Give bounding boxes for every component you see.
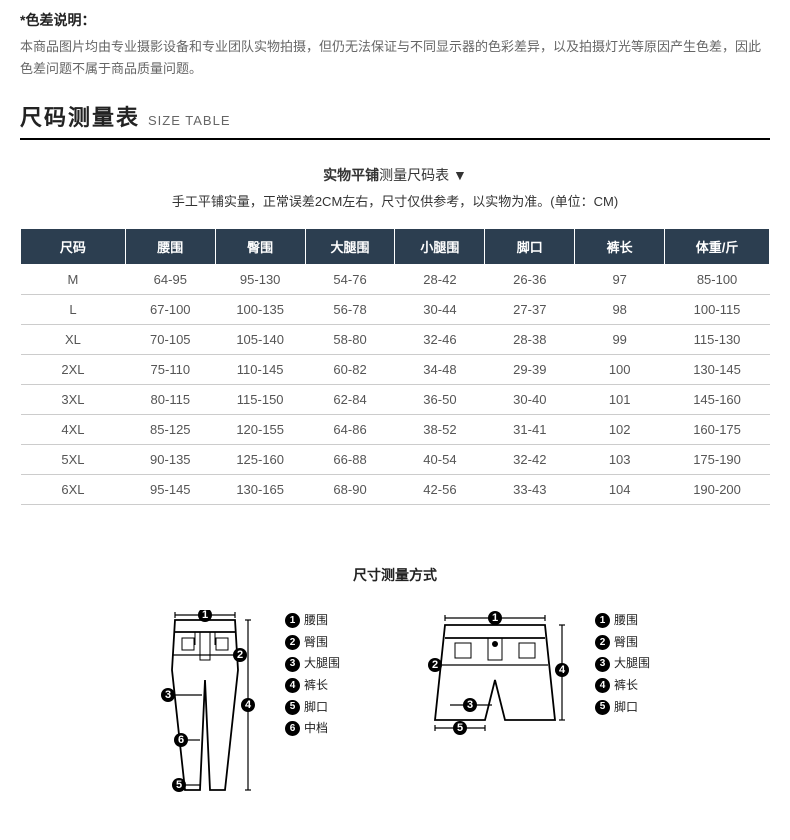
legend-num: 1	[595, 613, 610, 628]
size-table: 尺码腰围臀围大腿围小腿围脚口裤长体重/斤 M64-9595-13054-7628…	[20, 228, 770, 505]
col-1: 腰围	[125, 229, 215, 265]
pants-diagram: 1 2 3 4 5 6 1 腰围 2 臀围 3 大腿围 4 裤长 5 脚口 6 中档	[140, 610, 340, 800]
size-table-body: M64-9595-13054-7628-4226-369785-100L67-1…	[21, 265, 770, 505]
legend-label: 裤长	[614, 675, 638, 697]
measure-method-title: 尺寸测量方式	[20, 565, 770, 585]
legend-num: 3	[595, 657, 610, 672]
legend-item: 4 裤长	[595, 675, 650, 697]
legend-label: 脚口	[614, 697, 638, 719]
pants-svg: 1 2 3 4 5 6	[140, 610, 270, 800]
legend-num: 5	[595, 700, 610, 715]
legend-item: 4 裤长	[285, 675, 340, 697]
table-row: 3XL80-115115-15062-8436-5030-40101145-16…	[21, 385, 770, 415]
heading-cn: 尺码测量表	[20, 100, 140, 132]
heading-en: SIZE TABLE	[148, 113, 231, 128]
svg-text:2: 2	[237, 649, 243, 661]
legend-item: 2 臀围	[595, 632, 650, 654]
legend-label: 腰围	[304, 610, 328, 632]
svg-text:5: 5	[457, 722, 463, 734]
legend-label: 大腿围	[304, 653, 340, 675]
pants-legend: 1 腰围 2 臀围 3 大腿围 4 裤长 5 脚口 6 中档	[285, 610, 340, 740]
subtitle-rest: 测量尺码表 ▼	[379, 167, 467, 183]
legend-num: 2	[285, 635, 300, 650]
legend-label: 臀围	[614, 632, 638, 654]
table-row: 4XL85-125120-15564-8638-5231-41102160-17…	[21, 415, 770, 445]
col-5: 脚口	[485, 229, 575, 265]
shorts-legend: 1 腰围 2 臀围 3 大腿围 4 裤长 5 脚口	[595, 610, 650, 718]
col-7: 体重/斤	[665, 229, 770, 265]
col-3: 大腿围	[305, 229, 395, 265]
legend-label: 臀围	[304, 632, 328, 654]
table-row: XL70-105105-14058-8032-4628-3899115-130	[21, 325, 770, 355]
svg-text:3: 3	[467, 699, 473, 711]
legend-item: 1 腰围	[285, 610, 340, 632]
legend-num: 6	[285, 721, 300, 736]
legend-item: 3 大腿围	[595, 653, 650, 675]
col-6: 裤长	[575, 229, 665, 265]
subnote: 手工平铺实量，正常误差2CM左右，尺寸仅供参考，以实物为准。(单位：CM)	[20, 191, 770, 210]
legend-num: 3	[285, 657, 300, 672]
legend-num: 4	[595, 678, 610, 693]
subtitle-bold: 实物平铺	[323, 167, 379, 183]
svg-text:1: 1	[492, 612, 498, 624]
size-table-heading: 尺码测量表 SIZE TABLE	[20, 100, 770, 140]
color-note-title: *色差说明：	[20, 10, 770, 30]
color-note-body: 本商品图片均由专业摄影设备和专业团队实物拍摄，但仍无法保证与不同显示器的色彩差异…	[20, 36, 770, 80]
col-2: 臀围	[215, 229, 305, 265]
svg-text:4: 4	[245, 699, 252, 711]
svg-text:1: 1	[202, 610, 208, 621]
svg-text:6: 6	[178, 734, 184, 746]
legend-label: 大腿围	[614, 653, 650, 675]
legend-item: 5 脚口	[285, 697, 340, 719]
table-row: L67-100100-13556-7830-4427-3798100-115	[21, 295, 770, 325]
legend-item: 5 脚口	[595, 697, 650, 719]
legend-item: 1 腰围	[595, 610, 650, 632]
legend-label: 裤长	[304, 675, 328, 697]
svg-text:3: 3	[165, 689, 171, 701]
legend-num: 5	[285, 700, 300, 715]
legend-item: 3 大腿围	[285, 653, 340, 675]
legend-num: 1	[285, 613, 300, 628]
table-row: 5XL90-135125-16066-8840-5432-42103175-19…	[21, 445, 770, 475]
legend-item: 6 中档	[285, 718, 340, 740]
size-table-header-row: 尺码腰围臀围大腿围小腿围脚口裤长体重/斤	[21, 229, 770, 265]
legend-label: 腰围	[614, 610, 638, 632]
svg-text:5: 5	[176, 779, 182, 791]
table-row: 2XL75-110110-14560-8234-4829-39100130-14…	[21, 355, 770, 385]
table-row: M64-9595-13054-7628-4226-369785-100	[21, 265, 770, 295]
svg-text:2: 2	[432, 659, 438, 671]
shorts-svg: 1 2 3 4 5	[410, 610, 580, 750]
diagrams: 1 2 3 4 5 6 1 腰围 2 臀围 3 大腿围 4 裤长 5 脚口 6 中档	[20, 610, 770, 830]
legend-label: 脚口	[304, 697, 328, 719]
legend-label: 中档	[304, 718, 328, 740]
legend-num: 4	[285, 678, 300, 693]
table-row: 6XL95-145130-16568-9042-5633-43104190-20…	[21, 475, 770, 505]
shorts-diagram: 1 2 3 4 5 1 腰围 2 臀围 3 大腿围 4 裤长 5 脚口	[410, 610, 650, 750]
subtitle: 实物平铺测量尺码表 ▼	[20, 165, 770, 185]
col-4: 小腿围	[395, 229, 485, 265]
legend-item: 2 臀围	[285, 632, 340, 654]
col-0: 尺码	[21, 229, 126, 265]
legend-num: 2	[595, 635, 610, 650]
svg-text:4: 4	[559, 664, 566, 676]
